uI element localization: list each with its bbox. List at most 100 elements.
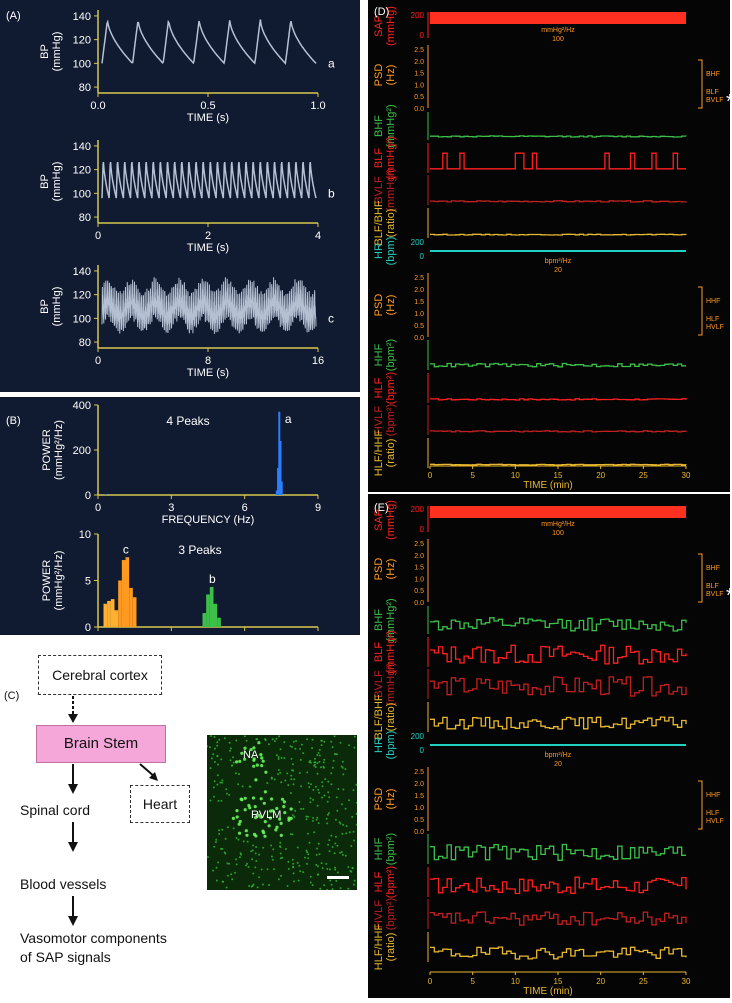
y-tick-label: 120 — [73, 290, 91, 302]
hhf-trace — [430, 843, 686, 861]
cell-dot — [328, 839, 331, 842]
bvlf-trace — [430, 676, 687, 697]
row-label: BLF/BHF(ratio) — [373, 694, 397, 740]
cell-dot — [325, 862, 328, 865]
cell-dot — [218, 829, 221, 832]
cell-dot — [329, 879, 332, 882]
cell-dot — [334, 835, 337, 838]
cell-dot — [351, 867, 354, 869]
cell-dot — [212, 753, 215, 756]
cell-dot — [326, 867, 329, 870]
cell-dot — [279, 857, 282, 860]
cell-dot — [293, 778, 296, 781]
cell-dot — [312, 798, 315, 801]
cell-dot — [302, 752, 305, 755]
x-tick-label: 1.0 — [310, 100, 325, 112]
row-label: HHF(bpm²) — [373, 339, 397, 371]
band-bracket — [698, 59, 703, 109]
spectrum-bar — [104, 493, 107, 495]
time-tick-label: 0 — [428, 977, 433, 986]
cell-dot — [257, 741, 261, 745]
cell-dot — [306, 862, 308, 865]
cell-dot — [270, 844, 273, 847]
cell-dot — [353, 746, 356, 749]
cell-dot — [264, 738, 267, 741]
cell-dot — [274, 740, 276, 743]
y-tick-label: 0 — [85, 622, 91, 634]
row-label: HLF/HHF(ratio) — [373, 924, 397, 971]
cell-dot — [331, 746, 334, 749]
time-tick-label: 10 — [511, 471, 520, 480]
cell-dot — [254, 852, 257, 855]
cell-dot — [221, 880, 224, 883]
band-label: BVLF — [706, 97, 724, 104]
cell-dot — [326, 822, 329, 825]
cell-dot — [246, 862, 248, 865]
cell-dot — [311, 747, 314, 750]
cell-dot — [274, 828, 278, 832]
psd-scale-label: 2.0 — [414, 781, 424, 788]
psd-scale-label: 0.5 — [414, 817, 424, 824]
cell-dot — [282, 800, 286, 804]
hr-scale-bottom: 0 — [420, 746, 425, 755]
cell-dot — [217, 763, 219, 766]
cell-dot — [327, 780, 330, 783]
x-tick-label: 3 — [315, 634, 321, 635]
cell-dot — [237, 831, 242, 835]
psd-scale-label: 2.0 — [414, 287, 424, 294]
cell-dot — [300, 808, 302, 810]
time-tick-label: 30 — [682, 977, 691, 986]
cell-dot — [235, 863, 238, 866]
cell-dot — [278, 817, 282, 821]
vasomotor-label-line2: of SAP signals — [20, 949, 111, 965]
cell-dot — [341, 760, 344, 763]
cell-dot — [318, 754, 321, 757]
row-label: BVLF(mmHg²) — [373, 662, 397, 705]
brain-stem-box: Brain Stem — [36, 725, 166, 763]
cell-dot — [273, 868, 276, 871]
cell-dot — [292, 862, 295, 865]
x-tick-label: 0 — [95, 634, 101, 635]
cell-dot — [221, 779, 224, 782]
spectrum-bar — [206, 594, 210, 627]
bp-waveform — [101, 277, 317, 334]
cell-dot — [228, 741, 231, 744]
cell-dot — [252, 764, 256, 768]
cell-dot — [348, 799, 350, 802]
cell-dot — [317, 788, 320, 791]
cell-dot — [259, 753, 263, 757]
cell-dot — [261, 759, 265, 763]
panel-label-a: (A) — [6, 10, 21, 22]
cell-dot — [332, 759, 335, 762]
spectrum-bar — [103, 603, 108, 627]
psd-scale-label: 0.5 — [414, 323, 424, 330]
cell-dot — [333, 852, 336, 855]
x-tick-label: 6 — [242, 502, 248, 514]
cell-dot — [249, 748, 253, 752]
cell-dot — [235, 760, 239, 764]
cell-dot — [306, 771, 309, 774]
y-tick-label: 140 — [73, 141, 91, 153]
x-axis-label: FREQUENCY (Hz) — [162, 514, 255, 526]
cell-dot — [320, 739, 323, 742]
cell-dot — [232, 756, 234, 759]
cell-dot — [235, 739, 238, 742]
cell-dot — [217, 799, 220, 802]
cell-dot — [223, 851, 226, 854]
cell-dot — [342, 773, 345, 776]
cell-dot — [252, 844, 254, 847]
cell-dot — [243, 796, 247, 800]
band-bracket — [698, 553, 703, 603]
cell-dot — [279, 852, 282, 855]
cell-dot — [309, 759, 312, 762]
psd-scale-label: 1.5 — [414, 71, 424, 78]
psd-scale-label: 2.5 — [414, 47, 424, 54]
cell-dot — [331, 766, 334, 769]
cell-dot — [321, 867, 324, 869]
cell-dot — [277, 878, 280, 881]
cell-dot — [305, 849, 308, 852]
cell-dot — [341, 853, 344, 856]
hratio-trace — [430, 946, 687, 960]
cell-dot — [300, 785, 302, 788]
